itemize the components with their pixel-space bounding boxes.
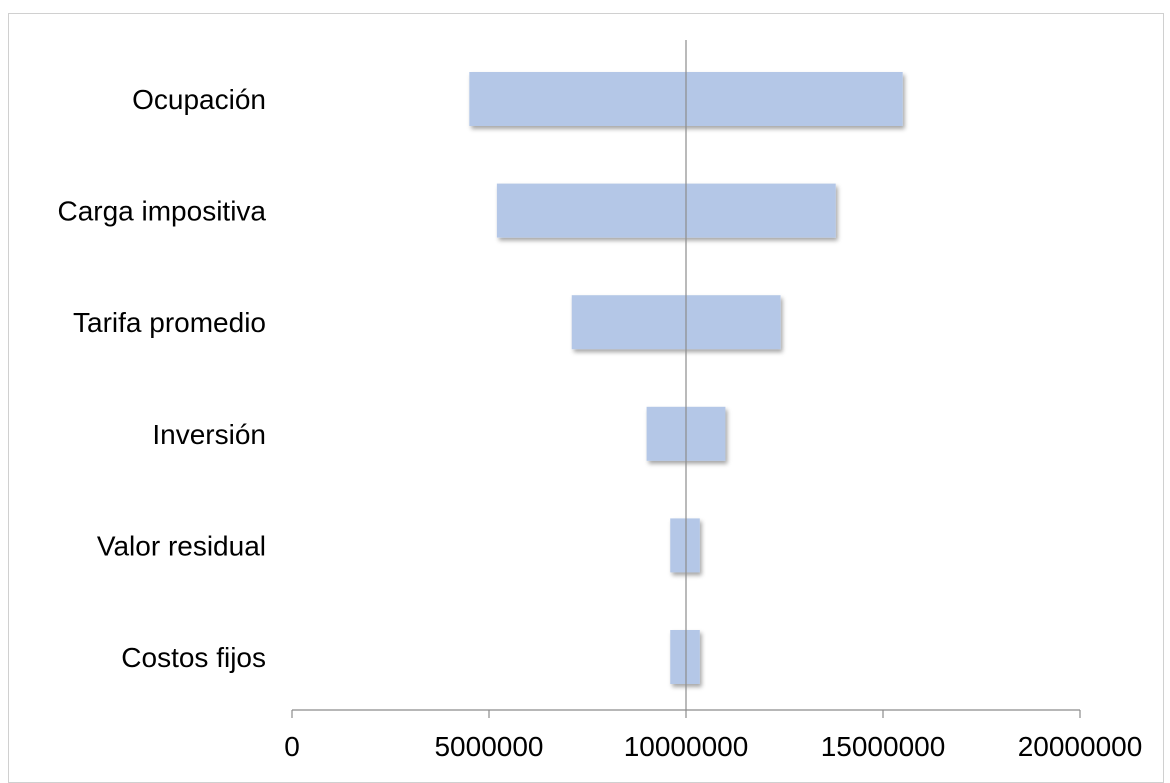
bar-valor-residual: [670, 518, 700, 573]
x-tick-label: 0: [284, 731, 300, 762]
x-tick-label: 15000000: [821, 731, 946, 762]
bar-tarifa-promedio: [571, 295, 781, 350]
category-label-carga-impositiva: Carga impositiva: [57, 196, 266, 227]
category-labels: Ocupación Carga impositiva Tarifa promedio…: [57, 84, 266, 673]
x-tick-label: 5000000: [434, 731, 543, 762]
category-label-inversion: Inversión: [152, 419, 266, 450]
category-label-valor-residual: Valor residual: [97, 530, 266, 561]
category-label-ocupacion: Ocupación: [132, 84, 266, 115]
x-tick-label: 10000000: [624, 731, 749, 762]
x-axis: 0 5000000 10000000 15000000 20000000: [284, 709, 1143, 762]
bar-costos-fijos: [670, 630, 700, 684]
x-tick-label: 20000000: [1018, 731, 1143, 762]
chart-frame: [8, 13, 1164, 783]
category-label-costos-fijos: Costos fijos: [121, 642, 266, 673]
bar-carga-impositiva: [496, 183, 836, 238]
category-label-tarifa-promedio: Tarifa promedio: [73, 307, 266, 338]
